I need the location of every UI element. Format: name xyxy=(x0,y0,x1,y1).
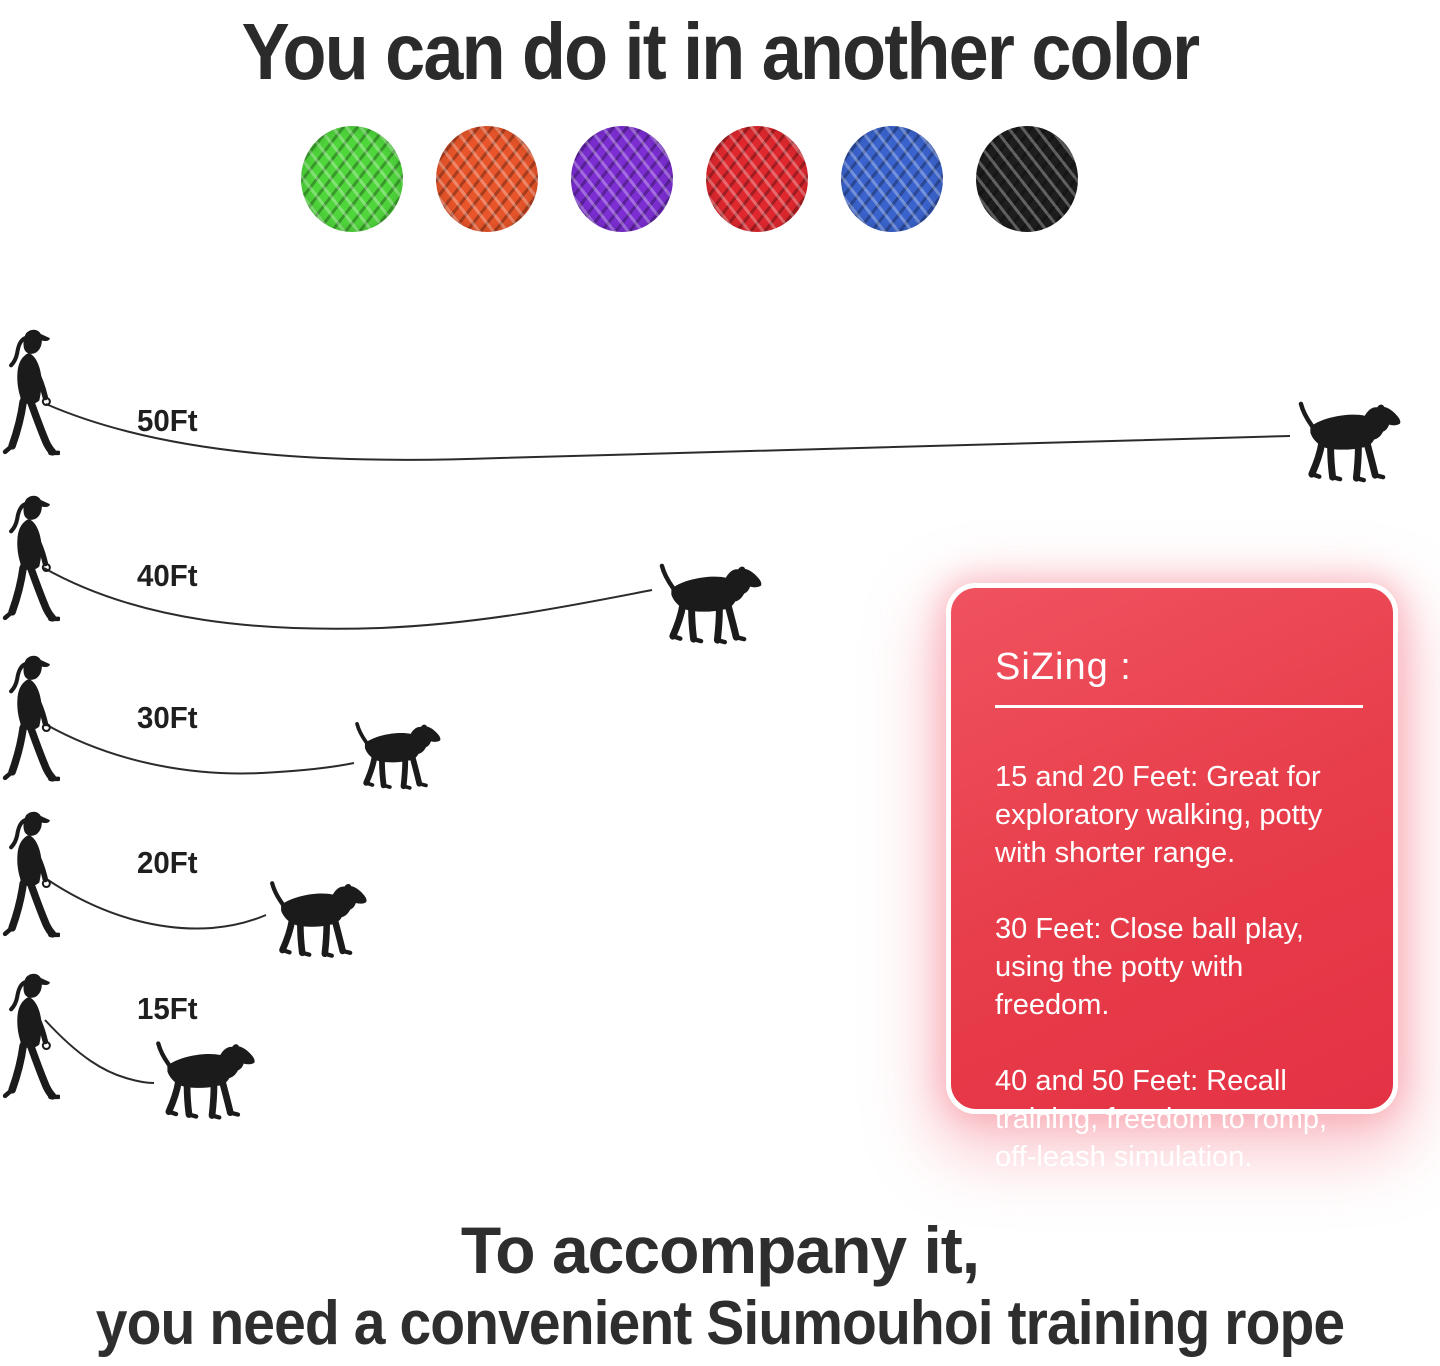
color-swatch-black xyxy=(976,126,1078,232)
leash-line-30ft xyxy=(44,723,355,775)
footer-headline-line2: you need a convenient Siumouhoi training… xyxy=(95,1289,1345,1358)
leash-line-40ft xyxy=(43,567,653,630)
sizing-card-heading: SiZing : xyxy=(995,646,1132,688)
person-silhouette-icon xyxy=(2,808,60,954)
leash-line-20ft xyxy=(44,877,267,930)
person-silhouette-icon xyxy=(2,492,60,638)
color-swatch-purple xyxy=(571,126,673,232)
person-silhouette-icon xyxy=(2,326,60,472)
sizing-paragraph-30ft: 30 Feet: Close ball play, using the pott… xyxy=(995,913,1304,1021)
color-swatch-green xyxy=(301,126,403,232)
dog-silhouette-icon xyxy=(141,1032,261,1128)
leash-length-label: 15Ft xyxy=(137,991,198,1026)
color-swatch-orange xyxy=(436,126,538,232)
leash-line-50ft xyxy=(45,403,1291,461)
sizing-card-body: 15 and 20 Feet: Great for exploratory wa… xyxy=(995,758,1351,1176)
leash-length-label: 40Ft xyxy=(137,558,198,593)
color-swatch-red xyxy=(706,126,808,232)
leash-line-15ft xyxy=(44,1019,155,1084)
leash-length-label: 20Ft xyxy=(137,845,198,880)
sizing-paragraph-40-50ft: 40 and 50 Feet: Recall training, freedom… xyxy=(995,1065,1328,1173)
person-silhouette-icon xyxy=(2,970,60,1116)
footer-headline-line1: To accompany it, xyxy=(460,1213,980,1287)
leash-length-label: 30Ft xyxy=(137,700,198,735)
leash-length-label: 50Ft xyxy=(137,403,198,438)
color-swatch-row xyxy=(301,126,1078,232)
sizing-card: SiZing : 15 and 20 Feet: Great for explo… xyxy=(946,583,1398,1173)
dog-silhouette-icon xyxy=(1283,392,1407,491)
dog-silhouette-icon xyxy=(255,872,373,966)
dog-silhouette-icon xyxy=(342,714,446,797)
dog-silhouette-icon xyxy=(644,554,768,653)
color-swatch-blue xyxy=(841,126,943,232)
page-title: You can do it in another color xyxy=(241,7,1201,96)
sizing-paragraph-15-20ft: 15 and 20 Feet: Great for exploratory wa… xyxy=(995,761,1323,869)
sizing-card-divider xyxy=(995,705,1363,708)
person-silhouette-icon xyxy=(2,652,60,798)
